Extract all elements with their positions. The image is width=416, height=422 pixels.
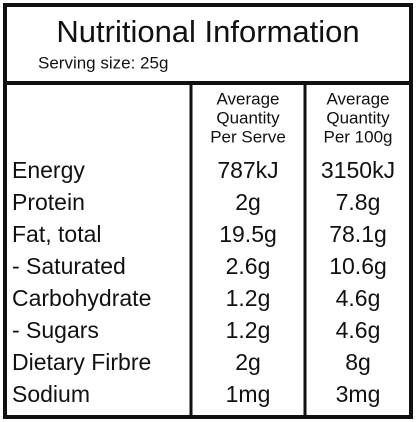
cell-value: 2g — [235, 189, 261, 215]
cell-value: 3150kJ — [321, 157, 395, 183]
column-header: Quantity — [216, 108, 280, 127]
cell-value: 2g — [235, 349, 261, 375]
cell-value: 1mg — [226, 381, 271, 407]
title: Nutritional Information — [56, 14, 359, 49]
cell-value: 4.6g — [336, 317, 381, 343]
cell-value: 2.6g — [226, 253, 271, 279]
column-header: Per 100g — [324, 127, 393, 146]
cell-value: 7.8g — [336, 189, 381, 215]
row-label: Carbohydrate — [12, 285, 151, 311]
row-label: Fat, total — [12, 221, 101, 247]
column-header: Quantity — [326, 108, 390, 127]
outer-border — [3, 3, 413, 419]
cell-value: 10.6g — [329, 253, 387, 279]
cell-value: 3mg — [336, 381, 381, 407]
cell-value: 8g — [345, 349, 371, 375]
row-label: - Saturated — [12, 253, 126, 279]
cell-value: 4.6g — [336, 285, 381, 311]
row-label: Sodium — [12, 381, 90, 407]
serving-size: Serving size: 25g — [38, 53, 168, 72]
column-header: Average — [326, 89, 389, 108]
cell-value: 787kJ — [217, 157, 278, 183]
cell-value: 78.1g — [329, 221, 387, 247]
row-label: Dietary Firbre — [12, 349, 151, 375]
column-header: Average — [216, 89, 279, 108]
column-header: Per Serve — [210, 127, 286, 146]
row-label: Energy — [12, 157, 85, 183]
row-label: - Sugars — [12, 317, 99, 343]
cell-value: 19.5g — [219, 221, 277, 247]
cell-value: 1.2g — [226, 285, 271, 311]
cell-value: 1.2g — [226, 317, 271, 343]
row-label: Protein — [12, 189, 85, 215]
